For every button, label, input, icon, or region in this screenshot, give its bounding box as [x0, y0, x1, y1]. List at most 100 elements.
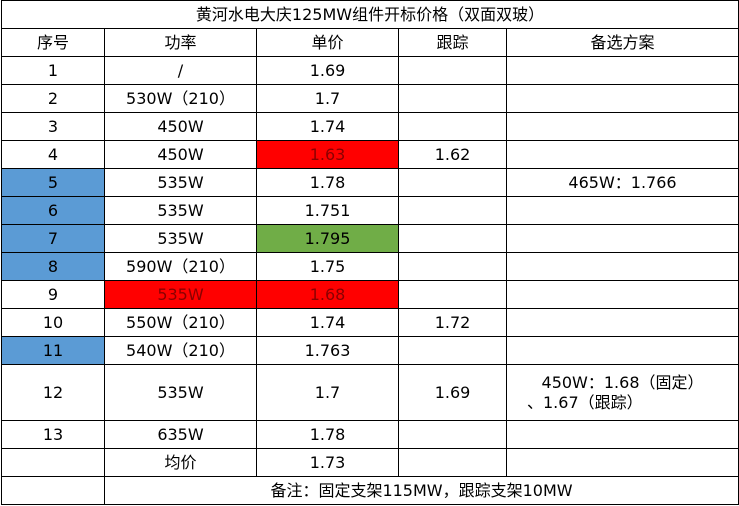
- tracking-cell: [398, 112, 507, 141]
- title-row: 黄河水电大庆125MW组件开标价格（双面双玻）: [0, 0, 739, 29]
- alt-line: 450W：1.68（固定）: [541, 372, 704, 392]
- power-cell: 535W: [104, 224, 257, 253]
- no-cell: 7: [1, 224, 105, 253]
- header-cell: 单价: [256, 28, 399, 57]
- data-row: 2 530W（210） 1.7: [1, 84, 739, 113]
- average-price: 1.73: [256, 448, 399, 477]
- no-cell: 5: [1, 168, 105, 197]
- alt-cell: [505, 112, 739, 141]
- tracking-cell: 1.72: [398, 308, 507, 337]
- alt-cell: [505, 308, 739, 337]
- tracking-cell: [398, 56, 507, 85]
- price-cell: 1.763: [256, 336, 399, 365]
- alt-cell: 450W：1.68（固定） 、1.67（跟踪）: [505, 364, 739, 421]
- tracking-cell: 1.62: [398, 140, 507, 169]
- tracking-cell: [398, 168, 507, 197]
- no-cell: 4: [1, 140, 105, 169]
- header-cell: 跟踪: [398, 28, 507, 57]
- price-cell: 1.69: [256, 56, 399, 85]
- price-cell: 1.68: [256, 280, 399, 309]
- note: 备注：固定支架115MW，跟踪支架10MW: [103, 476, 739, 505]
- power-cell: 530W（210）: [104, 84, 257, 113]
- price-cell: 1.78: [256, 420, 399, 449]
- no-cell: 1: [1, 56, 105, 85]
- price-cell: 1.78: [256, 168, 399, 197]
- no-cell: 3: [1, 112, 105, 141]
- no-cell: 6: [1, 196, 105, 225]
- empty-cell: [1, 476, 105, 505]
- tracking-cell: [398, 196, 507, 225]
- power-cell: 535W: [104, 364, 257, 421]
- price-cell: 1.63: [256, 140, 399, 169]
- data-row: 13 635W 1.78: [1, 420, 739, 449]
- price-cell: 1.74: [256, 112, 399, 141]
- power-cell: 550W（210）: [104, 308, 257, 337]
- alt-cell: [505, 336, 739, 365]
- power-cell: 535W: [104, 168, 257, 197]
- tracking-cell: 1.69: [398, 364, 507, 421]
- data-row: 4 450W 1.63 1.62: [1, 140, 739, 169]
- note-row: 备注：固定支架115MW，跟踪支架10MW: [1, 476, 739, 505]
- power-cell: 450W: [104, 112, 257, 141]
- average-label: 均价: [104, 448, 257, 477]
- no-cell: 11: [1, 336, 105, 365]
- price-cell: 1.74: [256, 308, 399, 337]
- power-cell: 450W: [104, 140, 257, 169]
- no-cell: 8: [1, 252, 105, 281]
- header-cell: 备选方案: [505, 28, 739, 57]
- tracking-cell: [398, 224, 507, 253]
- alt-line: 、1.67（跟踪）: [527, 392, 643, 412]
- data-row: 12 535W 1.7 1.69 450W：1.68（固定） 、1.67（跟踪）: [1, 364, 739, 421]
- no-cell: 12: [1, 364, 105, 421]
- price-cell: 1.7: [256, 364, 399, 421]
- data-row: 9 535W 1.68: [1, 280, 739, 309]
- average-row: 均价 1.73: [1, 448, 739, 477]
- alt-cell: [505, 56, 739, 85]
- alt-cell: [505, 252, 739, 281]
- tracking-cell: [398, 420, 507, 449]
- data-row: 7 535W 1.795: [1, 224, 739, 253]
- empty-cell: [1, 448, 105, 477]
- no-cell: 10: [1, 308, 105, 337]
- alt-cell: [505, 84, 739, 113]
- alt-cell: [505, 224, 739, 253]
- tracking-cell: [398, 336, 507, 365]
- power-cell: 635W: [104, 420, 257, 449]
- price-cell: 1.7: [256, 84, 399, 113]
- data-row: 6 535W 1.751: [1, 196, 739, 225]
- data-row: 8 590W（210） 1.75: [1, 252, 739, 281]
- data-row: 3 450W 1.74: [1, 112, 739, 141]
- data-row: 11 540W（210） 1.763: [1, 336, 739, 365]
- tracking-cell: [398, 84, 507, 113]
- power-cell: 535W: [104, 196, 257, 225]
- power-cell: 540W（210）: [104, 336, 257, 365]
- no-cell: 13: [1, 420, 105, 449]
- alt-cell: [505, 420, 739, 449]
- alt-cell: 465W：1.766: [505, 168, 739, 197]
- table-title: 黄河水电大庆125MW组件开标价格（双面双玻）: [0, 0, 739, 29]
- alt-cell: [505, 280, 739, 309]
- price-cell: 1.75: [256, 252, 399, 281]
- tracking-cell: [398, 280, 507, 309]
- no-cell: 2: [1, 84, 105, 113]
- price-cell: 1.795: [256, 224, 399, 253]
- header-cell: 序号: [1, 28, 105, 57]
- data-row: 1/1.69: [1, 56, 739, 85]
- header-row: 序号 功率 单价 跟踪 备选方案: [1, 28, 739, 57]
- power-cell: 590W（210）: [104, 252, 257, 281]
- header-cell: 功率: [104, 28, 257, 57]
- power-cell: 535W: [104, 280, 257, 309]
- tracking-cell: [398, 252, 507, 281]
- no-cell: 9: [1, 280, 105, 309]
- data-row: 5 535W 1.78 465W：1.766: [1, 168, 739, 197]
- alt-cell: [505, 140, 739, 169]
- empty-cell: [398, 448, 507, 477]
- alt-line: 465W：1.766: [568, 172, 677, 192]
- power-cell: /: [104, 56, 257, 85]
- alt-cell: [505, 196, 739, 225]
- price-cell: 1.751: [256, 196, 399, 225]
- data-row: 10 550W（210） 1.74 1.72: [1, 308, 739, 337]
